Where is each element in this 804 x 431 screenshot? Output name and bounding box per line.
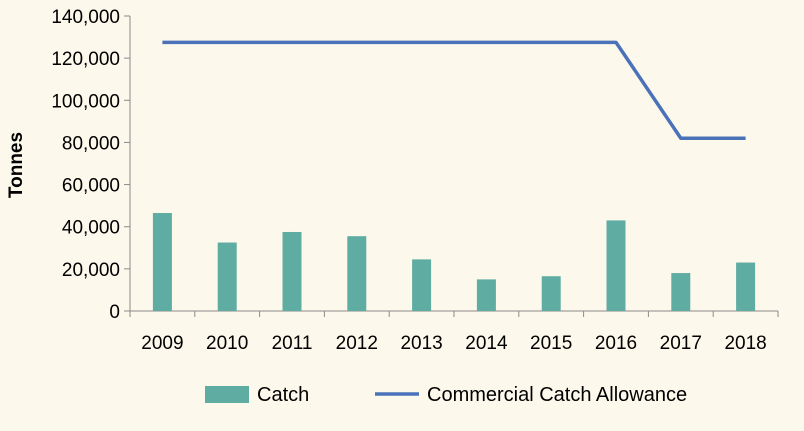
catch-bar [476, 279, 496, 311]
catch-bar [152, 213, 172, 311]
catch-bar [282, 231, 302, 311]
allowance-line [162, 40, 746, 140]
y-tick-label: 120,000 [51, 49, 120, 70]
y-tick-label: 0 [109, 302, 120, 323]
x-tick-label: 2010 [206, 333, 248, 354]
x-tick-label: 2018 [724, 333, 766, 354]
x-tick-label: 2011 [272, 333, 313, 354]
catch-bar [412, 259, 432, 311]
y-tick-label: 80,000 [62, 133, 120, 154]
y-tick-label: 40,000 [62, 218, 120, 239]
x-tick-label: 2009 [141, 333, 183, 354]
catch-bar [671, 273, 691, 311]
catch-bar [217, 242, 237, 311]
legend-label-allowance: Commercial Catch Allowance [427, 384, 687, 406]
catch-bar [736, 262, 756, 311]
catch-bar [541, 276, 561, 311]
y-axis-title: Tonnes [6, 132, 27, 198]
x-tick-label: 2016 [595, 333, 637, 354]
x-tick-label: 2013 [400, 333, 442, 354]
legend: Catch Commercial Catch Allowance [205, 384, 687, 406]
x-tick-label: 2017 [660, 333, 702, 354]
catch-bars [152, 213, 756, 311]
catch-bar [606, 220, 626, 311]
x-axis: 2009 2010 2011 2012 2013 2014 2015 2016 2017 2018 [129, 310, 779, 354]
y-tick-label: 20,000 [62, 260, 120, 281]
y-axis: 0 20,000 40,000 60,000 80,000 100,000 120,000 1… [51, 7, 131, 323]
allowance-line-path [162, 40, 746, 140]
legend-swatch-catch [205, 386, 249, 403]
y-tick-label: 60,000 [62, 176, 120, 197]
y-tick-label: 140,000 [51, 7, 120, 28]
x-tick-label: 2012 [336, 333, 378, 354]
x-tick-label: 2015 [530, 333, 572, 354]
legend-label-catch: Catch [257, 384, 309, 406]
catch-bar [347, 236, 367, 311]
y-tick-label: 100,000 [51, 91, 120, 112]
x-tick-label: 2014 [465, 333, 508, 354]
